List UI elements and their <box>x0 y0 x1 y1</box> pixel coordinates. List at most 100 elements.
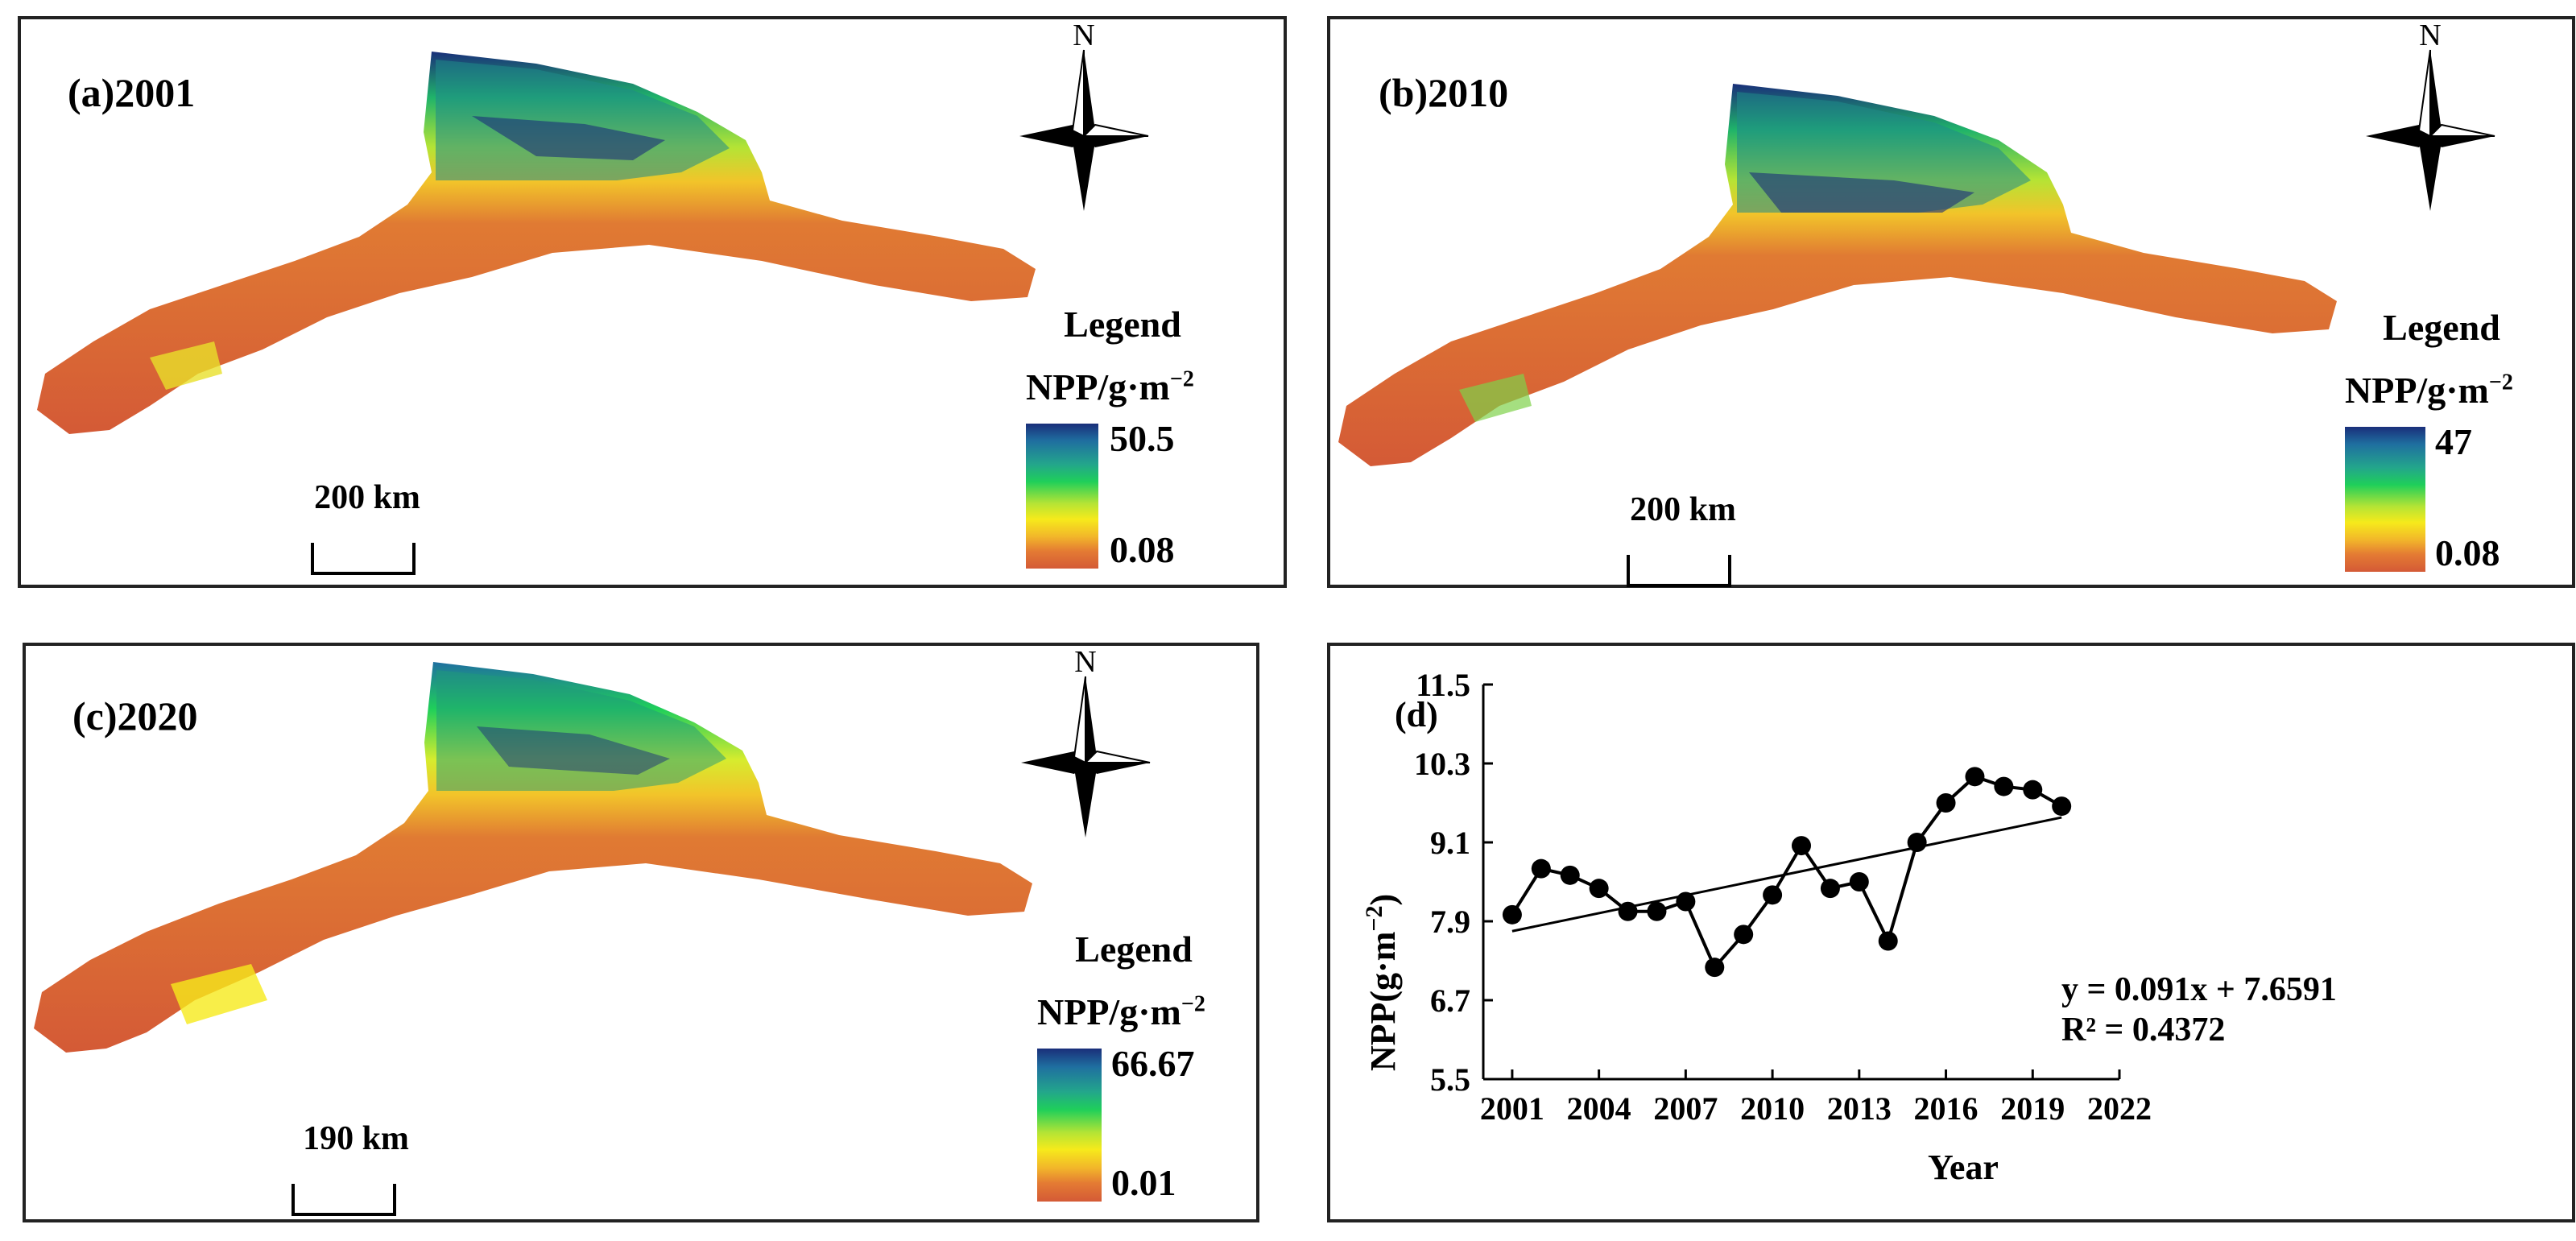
scale-bar: 200 km <box>1602 490 1764 611</box>
legend-unit: NPP/g·m−2 <box>1037 991 1205 1032</box>
x-tick-label: 2016 <box>1914 1090 1979 1127</box>
yellow-zone <box>171 964 267 1024</box>
data-point <box>1763 885 1783 905</box>
y-tick-label: 10.3 <box>1414 746 1470 782</box>
legend-min: 0.01 <box>1111 1162 1176 1203</box>
legend-max: 47 <box>2435 421 2472 462</box>
x-tick-label: 2007 <box>1653 1090 1718 1127</box>
data-point <box>1705 958 1725 978</box>
high-npp-zone <box>436 60 730 180</box>
chart-axes <box>1482 685 2119 1081</box>
legend-max: 66.67 <box>1111 1043 1195 1084</box>
npp-trend-chart: (d) 5.5 6.7 7.9 9.1 10.3 11.5 2001 2004 2007 201… <box>1361 667 2337 1187</box>
compass-icon <box>1021 676 1151 838</box>
y-tick-label: 5.5 <box>1430 1061 1470 1098</box>
region-shape <box>37 52 1036 434</box>
scale-bar: 190 km <box>275 1119 436 1240</box>
data-point <box>1878 931 1898 951</box>
legend-unit: NPP/g·m−2 <box>1026 366 1194 407</box>
series-line <box>1511 775 2063 970</box>
x-tick-label: 2022 <box>2087 1090 2152 1127</box>
map-panel-2001: (a)2001 N Legend NPP <box>18 16 1287 588</box>
data-point <box>1734 925 1754 945</box>
panel-title: (c)2020 <box>72 693 198 738</box>
legend-title: Legend <box>2383 307 2500 348</box>
data-point <box>1618 901 1638 921</box>
scale-bar-line <box>1627 555 1731 587</box>
legend-max: 50.5 <box>1110 418 1175 459</box>
scale-bar-line <box>292 1184 396 1216</box>
y-axis-title: NPP(g·m−2) <box>1361 894 1404 1071</box>
x-tick-label: 2004 <box>1567 1090 1631 1127</box>
data-point <box>1820 879 1840 899</box>
region-shape <box>34 662 1032 1053</box>
x-tick-label: 2013 <box>1827 1090 1892 1127</box>
y-tick-label: 6.7 <box>1430 982 1470 1019</box>
y-tick-label: 11.5 <box>1416 667 1470 703</box>
legend-title: Legend <box>1075 929 1193 970</box>
data-point <box>1792 836 1811 856</box>
data-point <box>1676 891 1696 912</box>
north-arrow: N <box>2358 18 2503 211</box>
scale-label: 190 km <box>303 1120 409 1157</box>
green-zone <box>1459 374 1532 422</box>
legend-min: 0.08 <box>1110 529 1175 570</box>
y-tick-label: 9.1 <box>1430 825 1470 861</box>
region-shape <box>1338 84 2337 466</box>
north-label: N <box>1074 645 1097 679</box>
data-point <box>1994 776 2014 796</box>
yellow-zone <box>150 341 222 390</box>
legend: Legend NPP/g·m−2 47 0.08 <box>2345 306 2570 573</box>
y-axis-title-text: NPP(g·m−2) <box>1361 894 1404 1071</box>
x-axis-title: Year <box>1928 1148 1999 1187</box>
legend-min: 0.08 <box>2435 532 2500 573</box>
north-arrow: N <box>1013 644 1158 838</box>
legend: Legend NPP/g·m−2 50.5 0.08 <box>1026 303 1251 570</box>
x-ticks: 2001 2004 2007 2010 2013 2016 2019 2022 <box>1480 1069 2152 1127</box>
peak-npp-zone <box>477 726 670 775</box>
compass-icon <box>1019 49 1149 211</box>
legend-color-ramp <box>1037 1049 1102 1202</box>
npp-map-2001 <box>37 52 1036 434</box>
map-panel-2020: (c)2020 N Legend NPP <box>23 643 1259 1222</box>
north-label: N <box>1073 19 1095 52</box>
data-point <box>1965 767 1985 787</box>
panel-title: (b)2010 <box>1379 70 1509 115</box>
panel-title: (a)2001 <box>68 70 196 115</box>
scale-bar-line <box>311 543 416 575</box>
north-label: N <box>2419 19 2442 52</box>
legend-color-ramp <box>2345 427 2425 572</box>
npp-series <box>1502 767 2072 978</box>
x-tick-label: 2010 <box>1740 1090 1805 1127</box>
compass-icon <box>2366 49 2495 211</box>
north-arrow: N <box>1011 18 1156 211</box>
panel-label: (d) <box>1395 695 1438 734</box>
data-point <box>2052 796 2072 817</box>
trendline <box>1511 816 2062 933</box>
data-point <box>1560 865 1580 885</box>
trendline-path <box>1511 816 2062 933</box>
data-point <box>1531 858 1551 879</box>
scale-bar: 200 km <box>287 478 448 599</box>
npp-trend-chart-panel: (d) 5.5 6.7 7.9 9.1 10.3 11.5 2001 2004 2007 201… <box>1327 643 2575 1222</box>
x-tick-label: 2019 <box>2000 1090 2065 1127</box>
map-panel-2010: (b)2010 N Legend <box>1327 16 2575 588</box>
legend: Legend NPP/g·m−2 66.67 0.01 <box>1037 928 1263 1203</box>
legend-unit: NPP/g·m−2 <box>2345 370 2513 411</box>
y-ticks: 5.5 6.7 7.9 9.1 10.3 11.5 <box>1414 667 1493 1098</box>
scale-label: 200 km <box>1630 491 1736 528</box>
data-point <box>1502 904 1522 925</box>
data-point <box>1849 872 1869 891</box>
y-tick-label: 7.9 <box>1430 904 1470 940</box>
legend-title: Legend <box>1064 304 1181 345</box>
peak-npp-zone <box>1749 172 1974 213</box>
peak-npp-zone <box>472 116 665 160</box>
data-point <box>1647 901 1667 921</box>
data-point <box>1936 793 1956 813</box>
npp-map-2020 <box>34 662 1032 1053</box>
scale-label: 200 km <box>314 479 420 516</box>
legend-color-ramp <box>1026 424 1098 569</box>
data-point <box>1907 833 1927 852</box>
data-point <box>2023 780 2043 800</box>
data-point <box>1589 879 1609 899</box>
